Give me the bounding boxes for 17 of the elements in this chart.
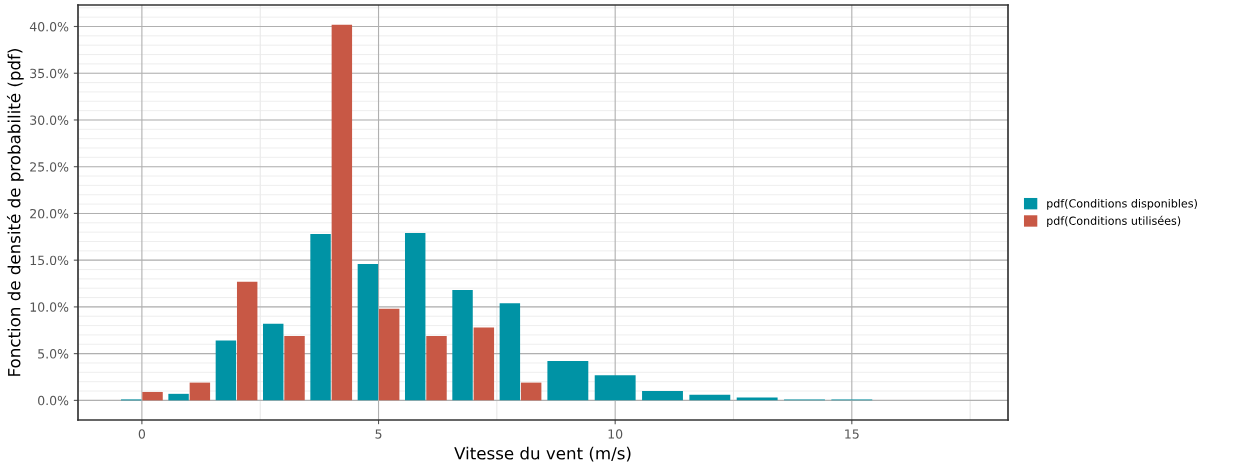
legend-label: pdf(Conditions disponibles) — [1047, 198, 1197, 210]
y-axis-title: Fonction de densité de probabilité (pdf) — [6, 49, 24, 376]
y-tick-label: 5.0% — [38, 349, 69, 359]
y-tick-label: 35.0% — [30, 68, 69, 79]
y-tick-label: 30.0% — [30, 115, 69, 125]
y-tick-label: 40.0% — [29, 21, 69, 32]
x-tick-label: 0 — [138, 429, 146, 439]
x-axis-title: Vitesse du vent (m/s) — [454, 446, 631, 462]
legend-label: pdf(Conditions utilisées) — [1047, 215, 1181, 228]
x-tick-label: 10 — [608, 429, 623, 439]
x-tick-label: 15 — [845, 429, 859, 439]
y-tick-label: 0.0% — [38, 395, 69, 406]
y-tick-label: 20.0% — [30, 208, 69, 219]
y-tick-label: 10.0% — [30, 302, 69, 312]
y-tick-label: 15.0% — [30, 255, 69, 266]
x-tick-label: 5 — [375, 429, 382, 439]
y-tick-label: 25.0% — [30, 162, 69, 172]
